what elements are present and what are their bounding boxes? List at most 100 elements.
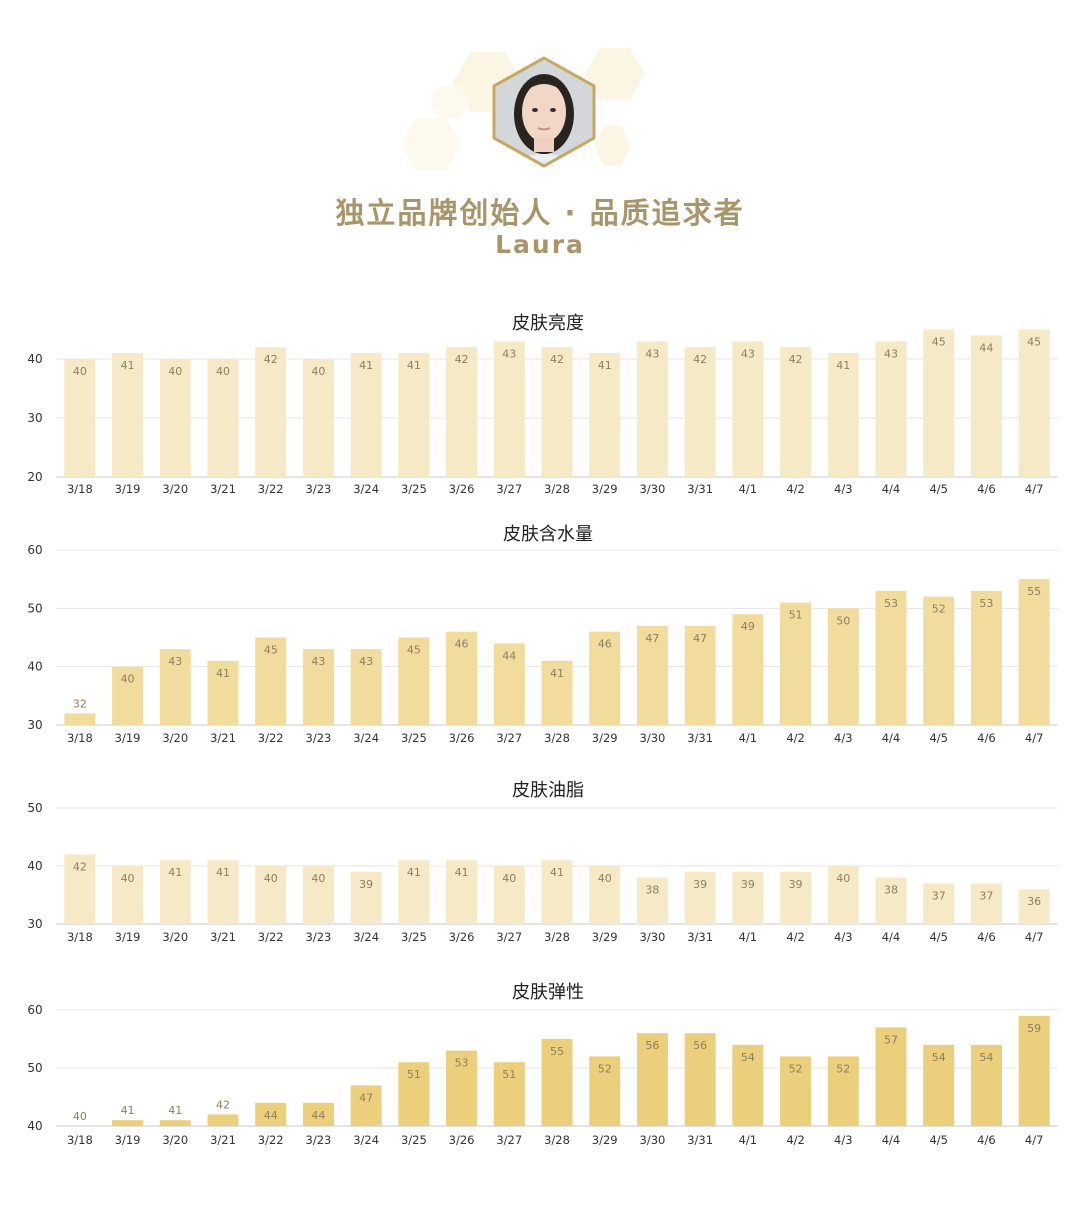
bar (541, 1039, 573, 1126)
data-label: 41 (121, 1104, 135, 1117)
x-tick-label: 4/5 (929, 930, 948, 944)
data-label: 50 (836, 614, 850, 627)
x-tick-label: 3/18 (67, 731, 93, 745)
x-tick-label: 3/26 (449, 1133, 475, 1147)
x-tick-label: 4/1 (739, 1133, 758, 1147)
data-label: 43 (359, 655, 373, 668)
x-tick-label: 3/24 (353, 482, 379, 496)
data-label: 41 (836, 359, 850, 372)
profile-name: Laura (495, 230, 585, 259)
data-label: 53 (884, 597, 898, 610)
bar (636, 877, 668, 924)
bar (255, 347, 287, 477)
x-tick-label: 3/20 (162, 482, 188, 496)
x-tick-label: 4/5 (929, 1133, 948, 1147)
x-tick-label: 4/7 (1025, 482, 1044, 496)
data-label: 39 (693, 878, 707, 891)
y-tick-label: 40 (27, 859, 42, 873)
x-tick-label: 3/26 (449, 731, 475, 745)
x-tick-label: 4/4 (882, 731, 901, 745)
data-label: 55 (550, 1045, 564, 1058)
data-label: 42 (693, 353, 707, 366)
data-label: 54 (741, 1051, 755, 1064)
data-label: 45 (1027, 336, 1041, 349)
bar (207, 1114, 239, 1126)
x-tick-label: 4/5 (929, 731, 948, 745)
bar (112, 353, 144, 477)
data-label: 53 (979, 597, 993, 610)
bar (589, 1056, 621, 1126)
x-tick-label: 4/6 (977, 731, 996, 745)
data-label: 41 (359, 359, 373, 372)
data-label: 59 (1027, 1022, 1041, 1035)
data-label: 40 (168, 365, 182, 378)
x-tick-label: 4/1 (739, 482, 758, 496)
bar (255, 866, 287, 924)
data-label: 41 (168, 866, 182, 879)
x-tick-label: 3/28 (544, 482, 570, 496)
x-tick-label: 3/31 (687, 1133, 713, 1147)
data-label: 39 (359, 878, 373, 891)
x-tick-label: 4/6 (977, 930, 996, 944)
x-tick-label: 3/18 (67, 1133, 93, 1147)
data-label: 42 (73, 860, 87, 873)
bar (350, 353, 382, 477)
data-label: 44 (502, 649, 516, 662)
data-label: 44 (979, 341, 993, 354)
data-label: 38 (645, 884, 659, 897)
bar (732, 614, 764, 725)
data-label: 55 (1027, 585, 1041, 598)
data-label: 45 (264, 644, 278, 657)
y-tick-label: 30 (27, 917, 42, 931)
data-label: 40 (216, 365, 230, 378)
data-label: 56 (645, 1039, 659, 1052)
x-tick-label: 3/27 (496, 1133, 522, 1147)
bar (446, 860, 478, 924)
x-tick-label: 4/7 (1025, 731, 1044, 745)
x-tick-label: 3/27 (496, 930, 522, 944)
bar (589, 866, 621, 924)
bar (446, 631, 478, 725)
data-label: 45 (932, 336, 946, 349)
bar (875, 1027, 907, 1126)
x-tick-label: 3/21 (210, 482, 236, 496)
x-tick-label: 3/25 (401, 930, 427, 944)
data-label: 32 (73, 697, 87, 710)
data-label: 37 (979, 889, 993, 902)
x-tick-label: 3/25 (401, 731, 427, 745)
bar (398, 1062, 430, 1126)
bar (923, 883, 955, 924)
bar (636, 341, 668, 477)
x-tick-label: 4/7 (1025, 930, 1044, 944)
data-label: 45 (407, 644, 421, 657)
bar (493, 866, 525, 924)
x-tick-label: 3/25 (401, 1133, 427, 1147)
data-label: 52 (932, 603, 946, 616)
x-tick-label: 3/19 (115, 1133, 141, 1147)
bar (398, 860, 430, 924)
bar (636, 625, 668, 725)
data-label: 52 (836, 1062, 850, 1075)
data-label: 43 (741, 347, 755, 360)
bar (780, 602, 812, 725)
data-label: 51 (789, 609, 803, 622)
bar (207, 359, 239, 477)
bar (1018, 1015, 1050, 1126)
data-label: 43 (311, 655, 325, 668)
data-label: 38 (884, 884, 898, 897)
x-tick-label: 3/24 (353, 1133, 379, 1147)
bar (398, 637, 430, 725)
profile-header: 独立品牌创始人 · 品质追求者 Laura (0, 0, 1080, 290)
bar (302, 866, 334, 924)
x-tick-label: 4/1 (739, 731, 758, 745)
bar (159, 359, 191, 477)
x-tick-label: 4/6 (977, 1133, 996, 1147)
bar (1018, 579, 1050, 725)
x-tick-label: 4/4 (882, 482, 901, 496)
data-label: 41 (407, 359, 421, 372)
data-label: 46 (455, 638, 469, 651)
bar (732, 1044, 764, 1126)
data-label: 41 (550, 667, 564, 680)
data-label: 44 (311, 1109, 325, 1122)
